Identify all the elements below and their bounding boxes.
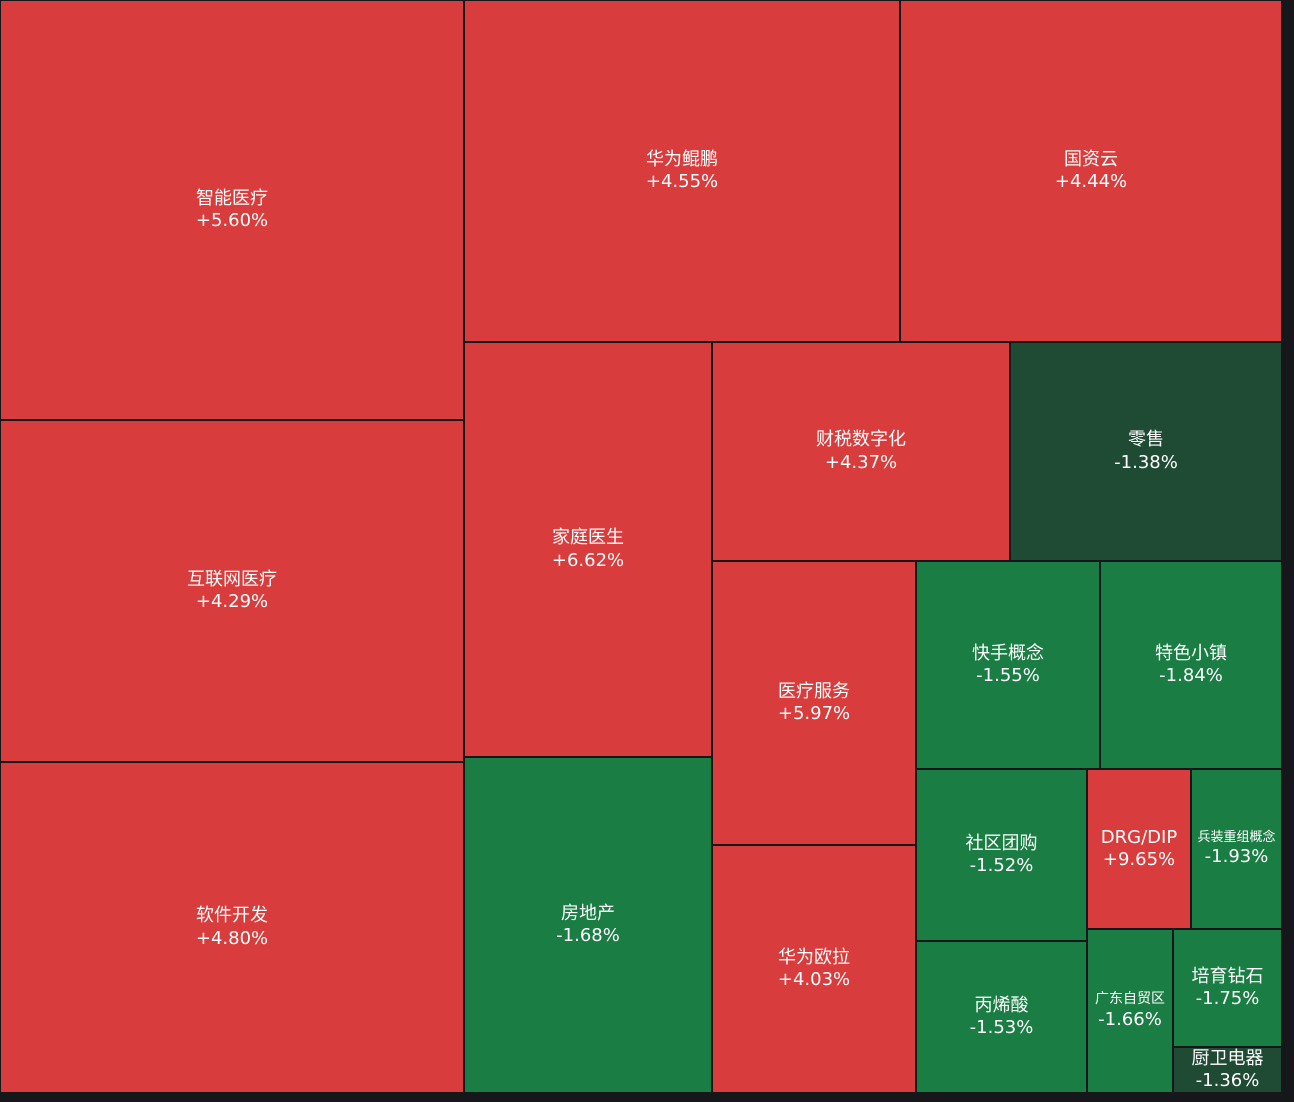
- cell-change: -1.38%: [1114, 451, 1178, 473]
- cell-name: 广东自贸区: [1095, 991, 1165, 1007]
- treemap-cell[interactable]: DRG/DIP +9.65%: [1087, 769, 1191, 929]
- cell-change: -1.75%: [1195, 988, 1260, 1009]
- treemap-cell[interactable]: 房地产 -1.68%: [464, 757, 712, 1093]
- cell-name: 社区团购: [965, 832, 1038, 854]
- cell-change: -1.84%: [1159, 665, 1223, 686]
- cell-name: 特色小镇: [1155, 642, 1227, 664]
- cell-name: 互联网医疗: [187, 568, 277, 590]
- cell-name: 财税数字化: [816, 429, 906, 450]
- cell-name: 丙烯酸: [974, 994, 1029, 1016]
- cell-change: +9.65%: [1102, 849, 1176, 870]
- cell-change: +4.55%: [645, 171, 719, 192]
- treemap-cell[interactable]: 财税数字化 +4.37%: [712, 342, 1010, 561]
- treemap-cell[interactable]: 华为鲲鹏 +4.55%: [464, 0, 900, 342]
- cell-change: +4.29%: [195, 591, 269, 612]
- treemap-cell[interactable]: 厨卫电器 -1.36%: [1173, 1047, 1282, 1093]
- cell-name: 软件开发: [196, 905, 268, 926]
- cell-name: 房地产: [561, 902, 615, 924]
- cell-change: +4.80%: [195, 927, 269, 949]
- treemap-cell[interactable]: 软件开发 +4.80%: [0, 762, 464, 1093]
- treemap-cell[interactable]: 智能医疗 +5.60%: [0, 0, 464, 420]
- cell-change: -1.55%: [976, 665, 1040, 686]
- cell-change: -1.93%: [1204, 845, 1269, 867]
- cell-change: -1.53%: [969, 1017, 1034, 1038]
- cell-change: +6.62%: [551, 549, 625, 571]
- treemap-cell[interactable]: 社区团购 -1.52%: [916, 769, 1087, 941]
- cell-name: 智能医疗: [196, 187, 268, 209]
- cell-change: -1.36%: [1195, 1070, 1260, 1091]
- cell-name: 家庭医生: [552, 527, 624, 548]
- cell-name: 快手概念: [972, 642, 1044, 664]
- cell-change: +5.97%: [777, 703, 851, 724]
- cell-name: 国资云: [1064, 148, 1118, 170]
- treemap-cell[interactable]: 华为欧拉 +4.03%: [712, 845, 916, 1093]
- cell-name: 零售: [1128, 429, 1164, 450]
- cell-name: 培育钻石: [1191, 965, 1264, 987]
- cell-name: 华为欧拉: [778, 946, 850, 968]
- treemap-cell[interactable]: 医疗服务 +5.97%: [712, 561, 916, 845]
- cell-change: -1.52%: [969, 855, 1034, 876]
- cell-change: +4.37%: [824, 451, 898, 473]
- treemap-cell[interactable]: 零售 -1.38%: [1010, 342, 1282, 561]
- cell-name: 厨卫电器: [1191, 1047, 1264, 1069]
- treemap-cell[interactable]: 家庭医生 +6.62%: [464, 342, 712, 757]
- cell-change: +4.03%: [777, 969, 851, 990]
- treemap-cell[interactable]: 兵装重组概念 -1.93%: [1191, 769, 1282, 929]
- treemap-cell[interactable]: 丙烯酸 -1.53%: [916, 941, 1087, 1093]
- cell-name: 医疗服务: [778, 680, 850, 702]
- cell-change: +5.60%: [195, 210, 269, 231]
- cell-name: DRG/DIP: [1100, 826, 1178, 848]
- treemap-cell[interactable]: 互联网医疗 +4.29%: [0, 420, 464, 762]
- cell-change: -1.68%: [556, 925, 620, 946]
- cell-name: 兵装重组概念: [1197, 829, 1276, 845]
- treemap-cell[interactable]: 国资云 +4.44%: [900, 0, 1282, 342]
- cell-change: -1.66%: [1098, 1008, 1162, 1030]
- treemap-cell[interactable]: 广东自贸区 -1.66%: [1087, 929, 1173, 1093]
- cell-change: +4.44%: [1054, 171, 1128, 192]
- treemap-cell[interactable]: 特色小镇 -1.84%: [1100, 561, 1282, 769]
- treemap-cell[interactable]: 培育钻石 -1.75%: [1173, 929, 1282, 1047]
- treemap-cell[interactable]: 快手概念 -1.55%: [916, 561, 1100, 769]
- cell-name: 华为鲲鹏: [646, 148, 718, 170]
